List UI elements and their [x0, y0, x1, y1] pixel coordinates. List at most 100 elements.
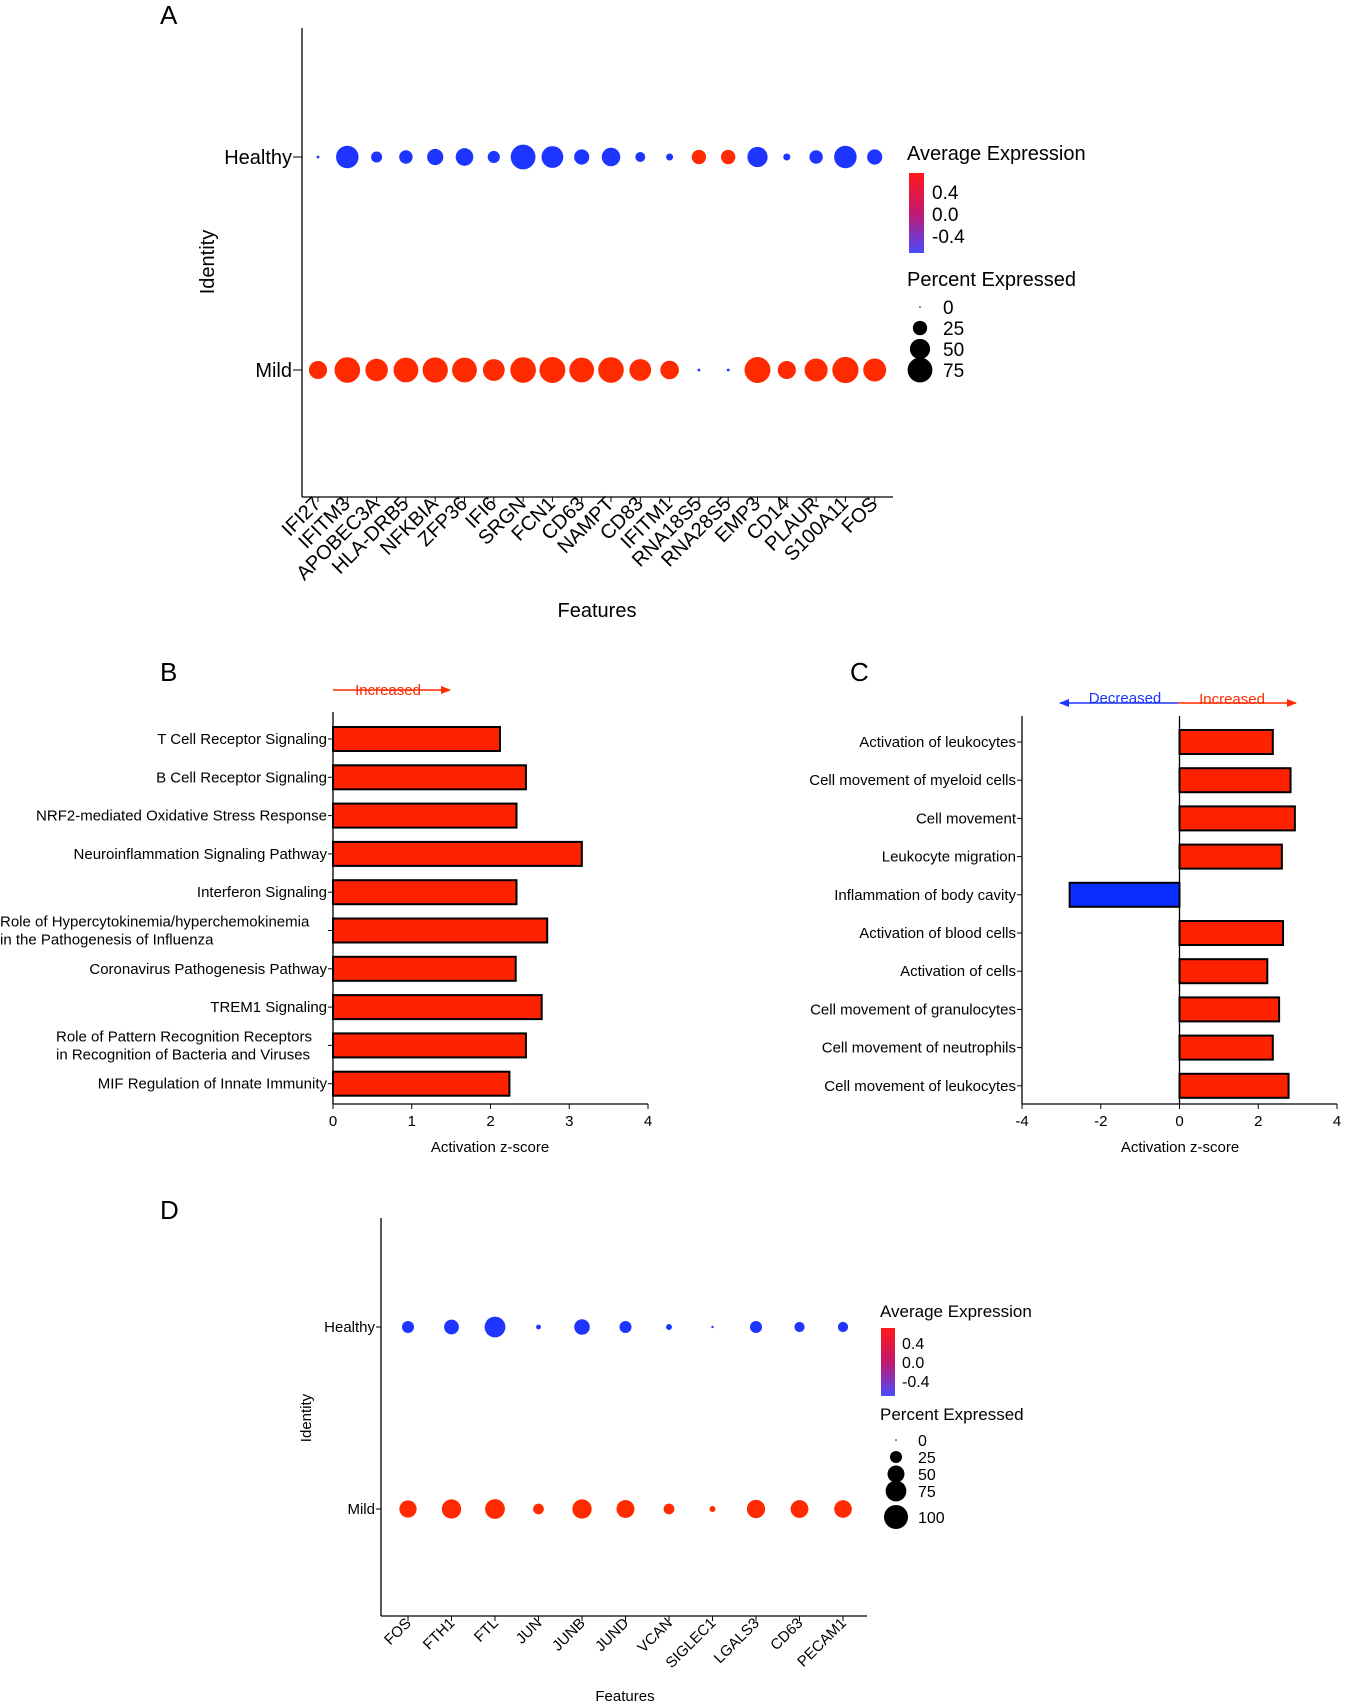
dot-mild-siglec1 — [709, 1506, 716, 1512]
bar — [1178, 843, 1283, 870]
panel-a-legend-color-title: Average Expression — [907, 143, 1086, 165]
dot-mild-pecam1 — [834, 1500, 852, 1518]
bar-category-label: in the Pathogenesis of Influenza — [0, 932, 214, 949]
bar — [1068, 881, 1181, 908]
panel-label-c: C — [850, 657, 869, 687]
dot-healthy-lgals3 — [750, 1321, 762, 1333]
bar — [1178, 1072, 1290, 1099]
dot-mild-nampt — [598, 357, 624, 383]
bar-category-label: Activation of blood cells — [859, 925, 1016, 942]
dot-healthy-fcn1 — [541, 146, 564, 168]
dot-mild-vcan — [663, 1503, 675, 1515]
bar-category-label: MIF Regulation of Innate Immunity — [98, 1076, 328, 1093]
dot-healthy-ifi27 — [316, 155, 320, 159]
bar-category-label: Cell movement of granulocytes — [810, 1001, 1016, 1018]
bar — [1178, 767, 1292, 794]
bar-category-label: TREM1 Signaling — [210, 999, 327, 1016]
dot-mild-nfkbia — [422, 357, 448, 383]
x-tick-label: 4 — [1333, 1113, 1341, 1130]
dot-healthy-jund — [619, 1321, 632, 1333]
x-tick-label: FTL — [471, 1615, 502, 1646]
panel-a-row-label-healthy: Healthy — [224, 147, 292, 169]
bar-category-label: Interferon Signaling — [197, 884, 327, 901]
dot-mild-fos — [399, 1500, 417, 1518]
bar — [332, 994, 543, 1021]
bar-category-label: in Recognition of Bacteria and Viruses — [56, 1046, 310, 1063]
dot-healthy-nfkbia — [427, 148, 444, 166]
panel-d-legend-color-title: Average Expression — [880, 1302, 1032, 1321]
dot-mild-lgals3 — [746, 1499, 766, 1519]
dot-healthy-pecam1 — [837, 1321, 849, 1333]
x-tick-label: FOS — [381, 1615, 415, 1649]
dot-healthy-hla-drb5 — [399, 150, 413, 164]
panel-a-color-tick: 0.4 — [932, 183, 959, 204]
size-legend-dot — [887, 1465, 905, 1483]
dot-healthy-fos — [402, 1321, 414, 1333]
size-legend-label: 75 — [918, 1484, 936, 1501]
dot-mild-cd63 — [790, 1500, 809, 1518]
panel-a-color-tick: 0.0 — [932, 205, 958, 226]
dot-healthy-rna28s5 — [721, 149, 736, 165]
size-legend-label: 25 — [943, 319, 964, 340]
panel-d-x-label: Features — [595, 1688, 654, 1704]
panel-b-bar-chart: Increased T Cell Receptor Signaling B Cel… — [0, 682, 652, 1156]
dot-mild-jun — [533, 1503, 544, 1515]
panel-d-y-label: Identity — [298, 1393, 315, 1442]
bar-category-label: NRF2-mediated Oxidative Stress Response — [36, 808, 327, 825]
x-tick-label: -4 — [1015, 1113, 1028, 1130]
dot-healthy-junb — [574, 1319, 590, 1335]
dot-healthy-ftl — [484, 1316, 506, 1338]
x-tick-label: LGALS3 — [711, 1615, 763, 1667]
panel-d-row-label-healthy: Healthy — [324, 1319, 375, 1336]
bar-category-label: Cell movement of myeloid cells — [809, 772, 1016, 789]
size-legend-dot — [919, 306, 921, 308]
panel-d-color-tick: 0.4 — [902, 1336, 924, 1353]
bar-category-label: Cell movement — [916, 810, 1017, 827]
panel-a-row-label-mild: Mild — [255, 360, 292, 382]
dot-mild-ifitm3 — [334, 357, 361, 383]
x-tick-label: JUND — [592, 1615, 632, 1655]
dot-healthy-ifitm1 — [666, 153, 674, 161]
size-legend-label: 50 — [918, 1467, 936, 1484]
size-legend-dot — [912, 320, 928, 336]
dot-healthy-cd14 — [783, 153, 791, 161]
panel-d-color-tick: -0.4 — [902, 1374, 930, 1391]
dot-healthy-cd63 — [574, 149, 590, 165]
bar-category-label: Activation of cells — [900, 963, 1016, 980]
bar-category-label: B Cell Receptor Signaling — [156, 769, 327, 786]
panel-c-increased-label: Increased — [1199, 691, 1265, 708]
bar — [1178, 920, 1285, 946]
dot-mild-jund — [616, 1500, 635, 1518]
x-tick-label: VCAN — [634, 1615, 675, 1656]
dot-mild-rna28s5 — [726, 368, 730, 372]
dot-mild-s100a11 — [832, 356, 859, 384]
dot-mild-ftl — [485, 1499, 505, 1519]
dot-mild-emp3 — [744, 357, 771, 383]
dot-healthy-jun — [536, 1324, 541, 1330]
panel-a-dot-plot: Healthy Mild Identity Features IFI27IFIT… — [197, 28, 1086, 622]
panel-label-b: B — [160, 657, 177, 687]
dot-mild-ifitm1 — [660, 360, 679, 380]
bar-category-label: T Cell Receptor Signaling — [157, 731, 327, 748]
dot-healthy-emp3 — [747, 146, 768, 168]
panel-a-x-label: Features — [558, 600, 637, 622]
dot-healthy-cd63 — [794, 1321, 805, 1333]
dot-healthy-cd83 — [635, 152, 646, 162]
bar — [332, 917, 549, 944]
bar — [1178, 996, 1281, 1023]
dot-healthy-fos — [867, 149, 883, 165]
dot-healthy-siglec1 — [711, 1325, 714, 1329]
size-legend-dot — [890, 1451, 902, 1463]
dot-healthy-vcan — [666, 1324, 672, 1330]
bar-category-label: Activation of leukocytes — [859, 734, 1016, 751]
dot-healthy-plaur — [809, 150, 823, 164]
x-tick-label: 1 — [408, 1113, 416, 1130]
bar-category-label: Leukocyte migration — [882, 849, 1016, 866]
dot-mild-apobec3a — [365, 358, 388, 382]
dot-mild-ifi27 — [308, 360, 328, 380]
size-legend-dot — [885, 1480, 907, 1502]
dot-mild-cd83 — [629, 359, 652, 381]
dot-mild-fth1 — [441, 1499, 462, 1519]
bar — [332, 1032, 527, 1059]
x-tick-label: 0 — [1175, 1113, 1183, 1130]
